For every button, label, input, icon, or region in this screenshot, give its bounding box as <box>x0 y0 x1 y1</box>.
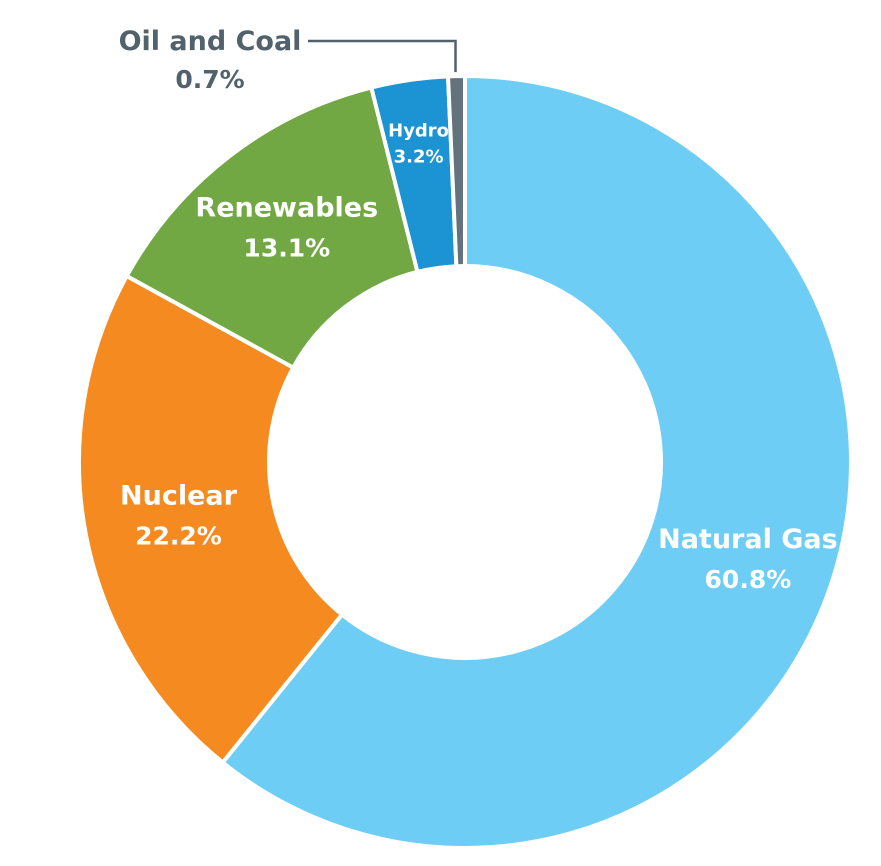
slice-nuclear <box>77 273 345 766</box>
slice-label-hydro: Hydro <box>388 120 449 141</box>
slice-label-oil-and-coal: Oil and Coal <box>119 26 302 57</box>
leader-line-oil-and-coal <box>308 39 457 73</box>
slice-label-natural-gas: Natural Gas <box>658 524 838 555</box>
slice-renewables <box>124 85 420 371</box>
slice-value-nuclear: 22.2% <box>135 522 222 551</box>
slice-label-renewables: Renewables <box>195 193 378 224</box>
slice-value-natural-gas: 60.8% <box>705 565 792 594</box>
slice-value-hydro: 3.2% <box>394 146 444 167</box>
slice-label-nuclear: Nuclear <box>120 481 238 512</box>
slice-natural-gas <box>219 73 853 850</box>
slices-layer <box>77 73 853 850</box>
labels-layer: Natural Gas 60.8% Nuclear 22.2% Renewables 13… <box>119 26 838 594</box>
slice-oil-and-coal <box>445 73 467 269</box>
slice-value-oil-and-coal: 0.7% <box>175 65 244 94</box>
slice-value-renewables: 13.1% <box>243 234 330 263</box>
